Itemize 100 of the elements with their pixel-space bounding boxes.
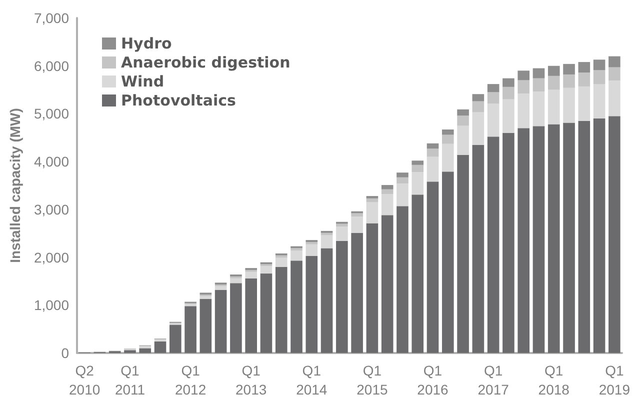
- legend-label: Hydro: [121, 34, 172, 52]
- bar: [593, 84, 606, 118]
- bar: [351, 232, 363, 353]
- bar: [124, 350, 136, 353]
- y-tick-label: 2,000: [34, 249, 70, 266]
- bar: [472, 101, 484, 112]
- bar: [457, 154, 469, 353]
- bar: [563, 88, 575, 123]
- bar: [472, 94, 484, 102]
- bar: [608, 80, 620, 116]
- bar: [381, 189, 394, 194]
- bar: [320, 248, 333, 353]
- bar: [426, 143, 439, 149]
- bar: [502, 99, 514, 133]
- bar: [487, 92, 500, 104]
- bar: [442, 130, 454, 135]
- bar: [260, 266, 272, 274]
- bar: [426, 182, 439, 353]
- bar: [170, 324, 182, 353]
- bar: [351, 213, 363, 217]
- bar: [532, 78, 545, 92]
- bar: [548, 66, 560, 76]
- bar: [396, 206, 408, 353]
- bar: [320, 235, 333, 248]
- bar: [275, 266, 288, 353]
- bar: [351, 216, 363, 233]
- bar: [412, 172, 424, 195]
- bar: [336, 226, 348, 242]
- bar: [593, 118, 606, 353]
- bar: [366, 198, 378, 202]
- bar: [518, 94, 530, 128]
- y-tick-label: 4,000: [34, 154, 70, 170]
- bar: [290, 248, 302, 251]
- x-tick-label: Q1 2019: [598, 362, 630, 398]
- bar: [412, 164, 424, 172]
- x-tick-label: Q1 2017: [478, 362, 510, 398]
- bar: [230, 283, 242, 353]
- bar: [154, 342, 166, 353]
- bar: [381, 215, 394, 353]
- bar: [487, 104, 500, 137]
- legend-label: Wind: [121, 72, 164, 90]
- bar: [381, 194, 394, 216]
- bar: [396, 172, 408, 178]
- bar: [290, 260, 302, 353]
- bar: [306, 244, 318, 256]
- y-tick-label: 7,000: [34, 10, 70, 26]
- y-axis-title: Installed capacity (MW): [7, 108, 23, 263]
- x-tick-label: Q1 2016: [417, 362, 449, 398]
- x-tick-label: Q2 2010: [68, 362, 100, 398]
- bar: [578, 62, 590, 73]
- bar: [578, 120, 590, 353]
- bar: [502, 132, 514, 353]
- bar: [578, 86, 590, 121]
- y-tick-label: 6,000: [34, 58, 70, 74]
- bar: [548, 124, 560, 353]
- bar: [275, 255, 288, 258]
- bar: [139, 348, 152, 353]
- legend-label: Photovoltaics: [121, 92, 236, 110]
- bar: [472, 112, 484, 145]
- bar: [200, 298, 212, 353]
- bar: [548, 76, 560, 90]
- bar: [457, 109, 469, 116]
- bar: [200, 296, 212, 299]
- bar: [593, 60, 606, 70]
- bar: [563, 122, 575, 353]
- bar: [306, 242, 318, 244]
- bar: [442, 144, 454, 172]
- bar: [472, 144, 484, 353]
- bar: [578, 72, 590, 86]
- bar: [608, 67, 620, 81]
- bar: [532, 126, 545, 353]
- x-tick-label: Q1 2011: [114, 362, 146, 398]
- x-tick-label: Q1 2012: [174, 362, 206, 398]
- x-tick-label: Q1 2013: [236, 362, 267, 398]
- bar: [275, 258, 288, 267]
- x-tick-label: Q1 2018: [538, 362, 570, 398]
- bar: [396, 177, 408, 184]
- bar: [593, 70, 606, 84]
- bar: [608, 56, 620, 68]
- bar: [532, 68, 545, 78]
- y-tick-label: 1,000: [34, 297, 70, 314]
- bar: [306, 256, 318, 353]
- bar: [412, 194, 424, 353]
- bar: [426, 156, 439, 182]
- bar: [442, 134, 454, 144]
- bar: [563, 64, 575, 74]
- bar: [548, 90, 560, 124]
- bar: [442, 172, 454, 353]
- bar: [487, 136, 500, 353]
- bar: [426, 148, 439, 157]
- bar: [532, 92, 545, 126]
- bar: [457, 126, 469, 155]
- bar: [184, 306, 196, 353]
- bar: [214, 290, 227, 353]
- x-tick-label: Q1 2014: [296, 362, 328, 398]
- bar: [214, 286, 227, 290]
- bar: [260, 274, 272, 353]
- bar: [245, 272, 257, 278]
- x-tick-label: Q1 2015: [356, 362, 388, 398]
- y-tick-label: 0: [61, 345, 70, 361]
